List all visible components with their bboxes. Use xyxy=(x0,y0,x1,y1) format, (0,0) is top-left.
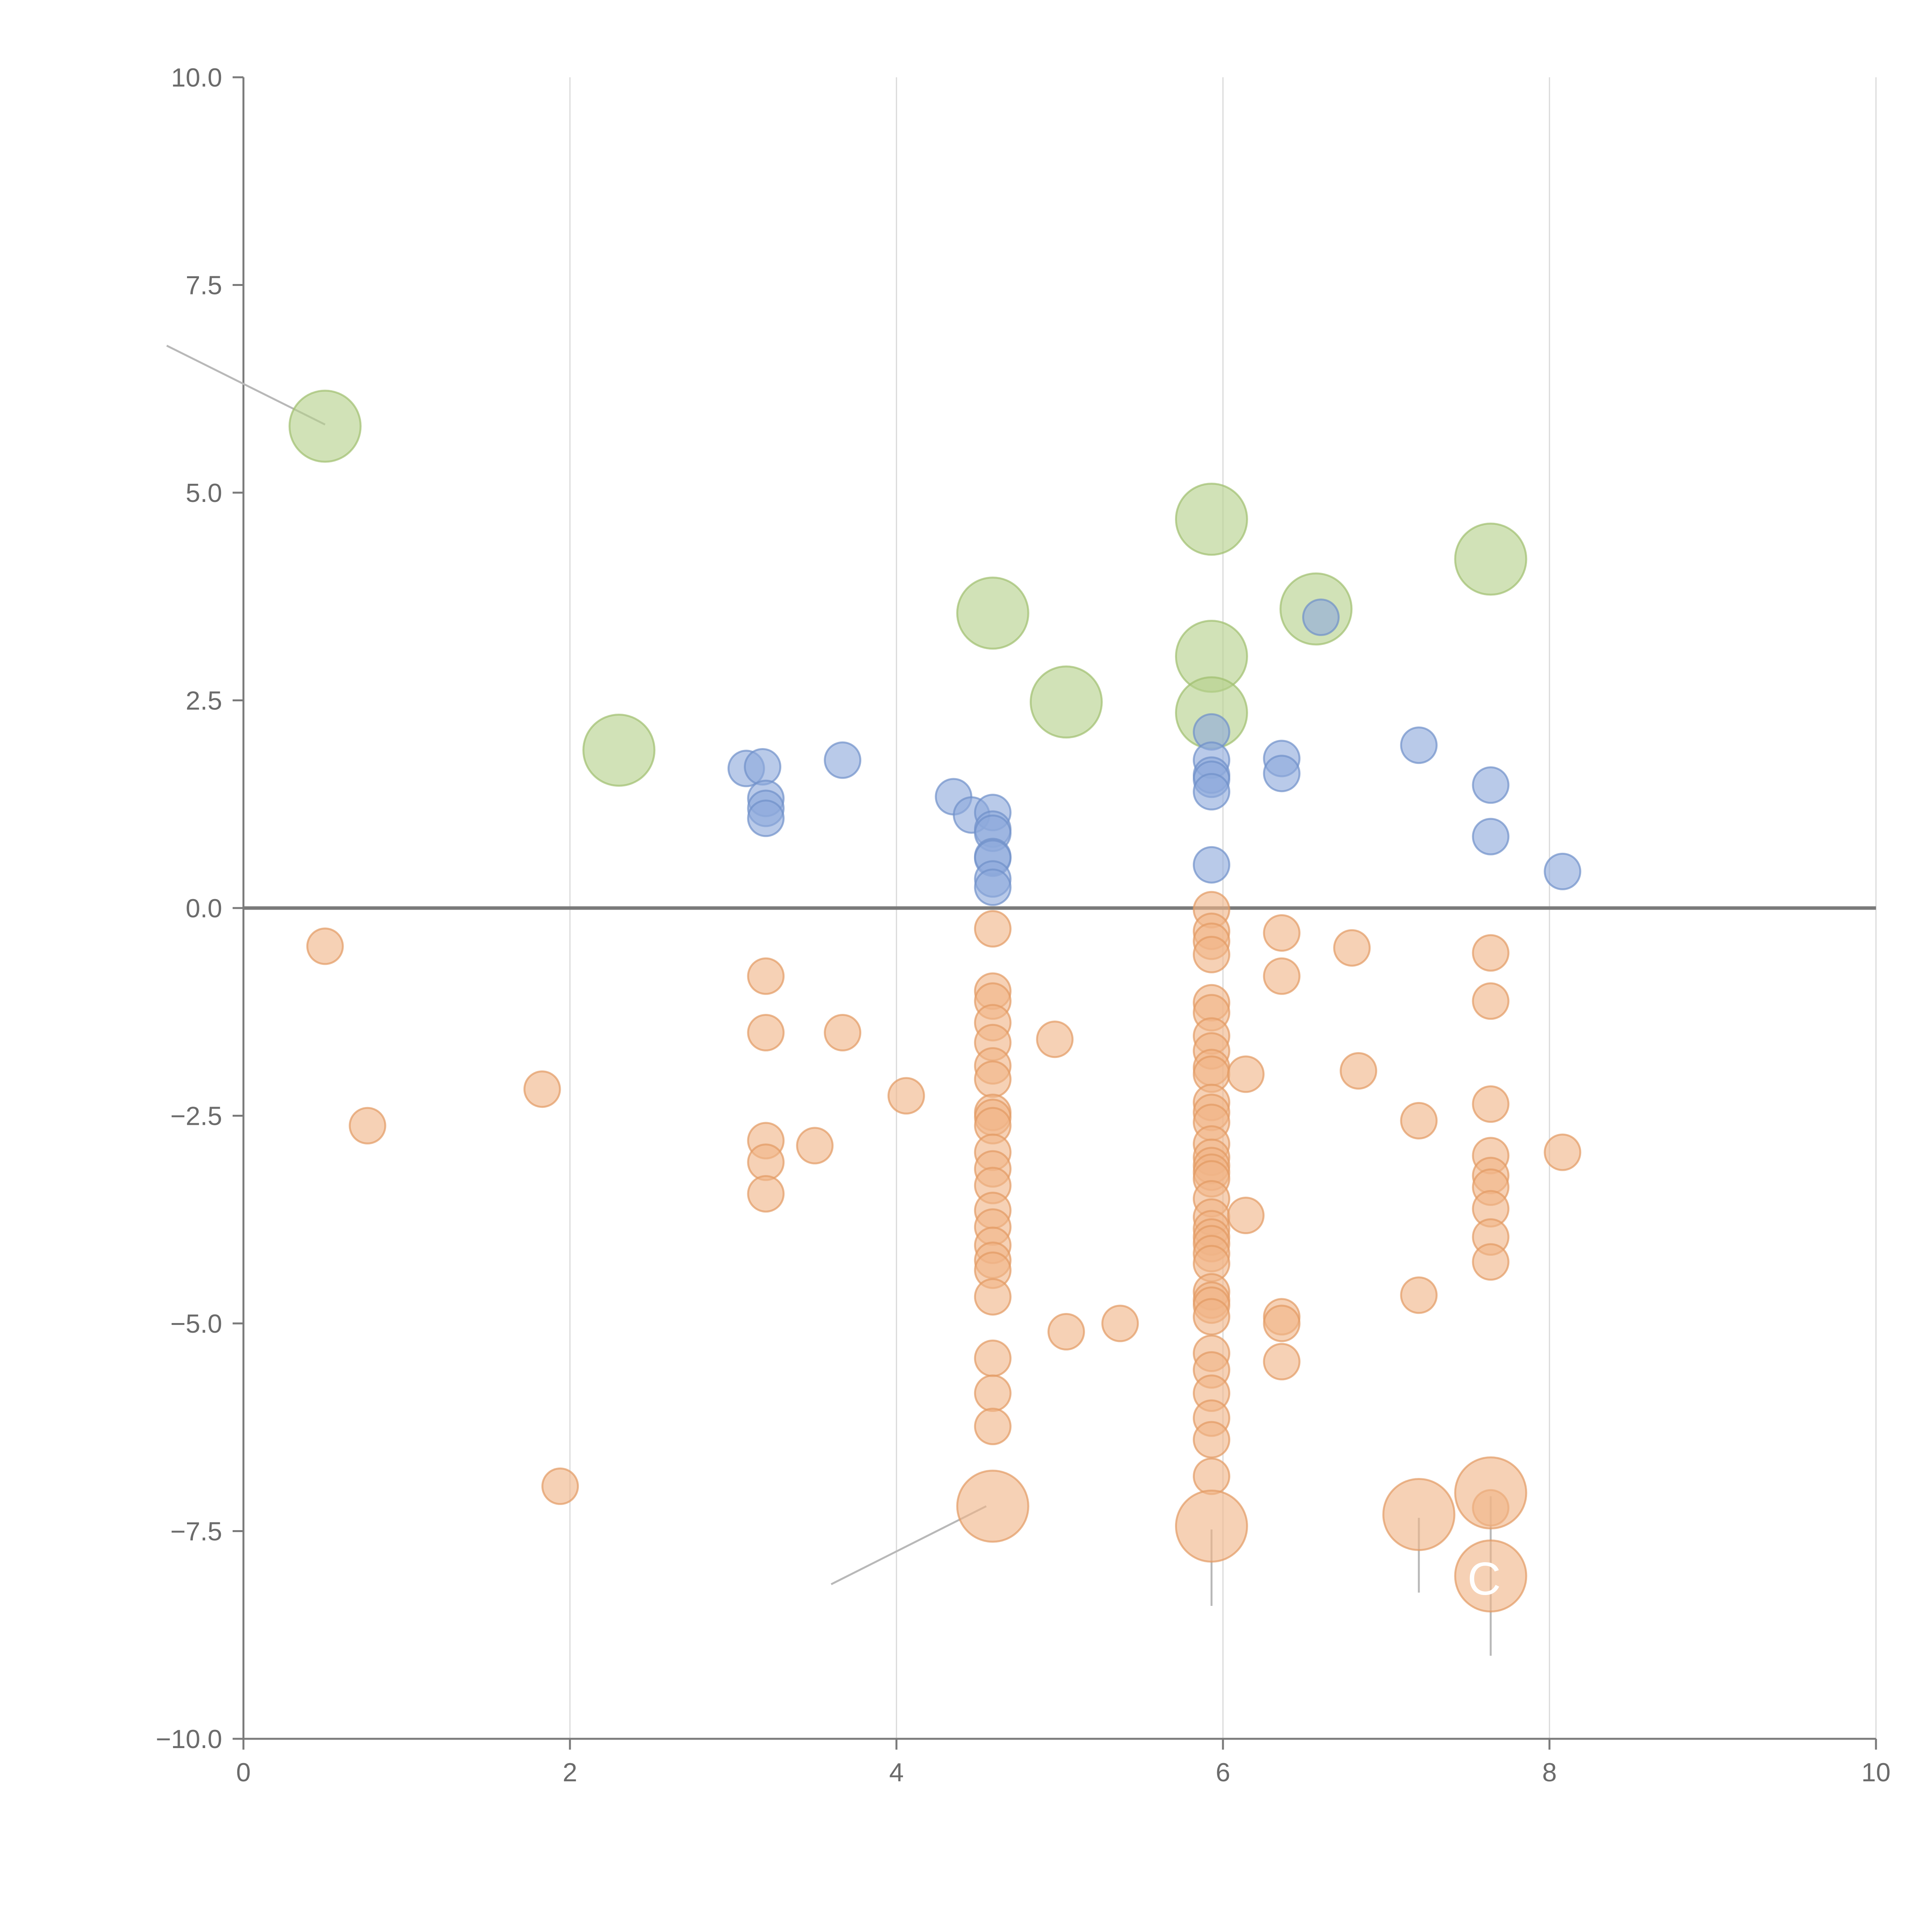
green-point-8 xyxy=(1454,522,1527,596)
orange-point-85 xyxy=(1472,1085,1510,1123)
orange-point-72 xyxy=(1227,1055,1265,1093)
orange-point-36 xyxy=(1101,1304,1139,1342)
orange-point-9 xyxy=(796,1127,834,1165)
orange-point-73 xyxy=(1227,1197,1265,1234)
x-tick-label-5: 10 xyxy=(1861,1758,1891,1787)
orange-point-70 xyxy=(1192,1421,1230,1459)
orange-point-77 xyxy=(1263,1304,1301,1342)
orange-point-84 xyxy=(1472,982,1510,1020)
y-tick-label-5: −2.5 xyxy=(170,1102,222,1131)
orange-point-5 xyxy=(747,1014,785,1051)
orange-point-31 xyxy=(974,1339,1012,1377)
orange-point-91 xyxy=(1472,1243,1510,1281)
green-point-2 xyxy=(956,577,1029,650)
orange-point-33 xyxy=(974,1408,1012,1446)
x-tick-label-3: 6 xyxy=(1216,1758,1230,1787)
orange-large-point-2 xyxy=(1382,1478,1456,1551)
orange-point-8 xyxy=(747,1175,785,1213)
orange-point-80 xyxy=(1340,1052,1378,1090)
y-tick-label-6: −5.0 xyxy=(170,1309,222,1338)
orange-large-point-3 xyxy=(1454,1456,1527,1530)
green-point-3 xyxy=(1029,665,1103,739)
orange-point-10 xyxy=(824,1014,862,1051)
orange-point-34 xyxy=(1036,1020,1074,1058)
x-tick-label-2: 4 xyxy=(889,1758,904,1787)
orange-point-11 xyxy=(887,1077,925,1115)
orange-point-78 xyxy=(1263,1343,1301,1381)
y-tick-label-2: 5.0 xyxy=(185,478,222,508)
orange-point-81 xyxy=(1400,1102,1438,1139)
y-tick-label-8: −10.0 xyxy=(156,1725,222,1754)
blue-point-24 xyxy=(1400,726,1438,764)
blue-point-27 xyxy=(1544,852,1582,890)
blue-point-19 xyxy=(1192,773,1230,811)
orange-point-1 xyxy=(349,1107,386,1145)
orange-point-93 xyxy=(1544,1133,1582,1171)
blue-point-20 xyxy=(1192,846,1230,884)
orange-point-2 xyxy=(523,1070,561,1108)
data-points xyxy=(288,389,1582,1613)
orange-point-12 xyxy=(974,910,1012,948)
green-point-0 xyxy=(288,389,362,463)
orange-point-32 xyxy=(974,1374,1012,1412)
x-tick-label-4: 8 xyxy=(1542,1758,1557,1787)
axes xyxy=(233,76,1877,1750)
orange-point-65 xyxy=(1192,1298,1230,1336)
y-tick-label-0: 10.0 xyxy=(171,63,222,92)
annotation-label-0: C xyxy=(1468,1553,1501,1605)
green-point-1 xyxy=(582,714,656,787)
x-tick-label-0: 0 xyxy=(236,1758,251,1787)
blue-point-14 xyxy=(974,868,1012,906)
blue-point-5 xyxy=(824,741,862,779)
blue-point-22 xyxy=(1263,755,1301,793)
y-tick-label-3: 2.5 xyxy=(185,686,222,716)
y-tick-label-4: 0.0 xyxy=(185,894,222,923)
tick-labels: 10.0 7.5 5.0 2.5 0.0 −2.5 −5.0 −7.5 −10.0 0 2 4 6 8 10 xyxy=(156,63,1891,1787)
orange-point-71 xyxy=(1192,1458,1230,1495)
y-tick-label-7: −7.5 xyxy=(170,1517,222,1546)
blue-point-4 xyxy=(747,799,785,837)
orange-point-82 xyxy=(1400,1276,1438,1314)
orange-point-30 xyxy=(974,1278,1012,1316)
annotations: C xyxy=(1468,1553,1501,1605)
blue-point-26 xyxy=(1472,818,1510,855)
x-tick-label-1: 2 xyxy=(563,1758,577,1787)
blue-point-23 xyxy=(1302,599,1340,636)
orange-point-35 xyxy=(1047,1313,1085,1350)
orange-point-75 xyxy=(1263,957,1301,995)
orange-point-83 xyxy=(1472,934,1510,972)
orange-large-point-1 xyxy=(1175,1490,1248,1563)
orange-point-79 xyxy=(1333,929,1371,967)
blue-point-1 xyxy=(744,748,782,786)
y-tick-label-1: 7.5 xyxy=(185,271,222,300)
orange-point-74 xyxy=(1263,914,1301,952)
orange-point-18 xyxy=(974,1060,1012,1098)
orange-point-7 xyxy=(747,1143,785,1181)
orange-point-4 xyxy=(747,957,785,995)
blue-point-25 xyxy=(1472,766,1510,804)
orange-point-40 xyxy=(1192,935,1230,973)
orange-point-3 xyxy=(541,1467,579,1505)
green-point-4 xyxy=(1175,483,1248,556)
orange-large-point-4 xyxy=(1454,1539,1527,1613)
orange-point-0 xyxy=(306,927,344,965)
orange-large-point-0 xyxy=(956,1469,1029,1543)
